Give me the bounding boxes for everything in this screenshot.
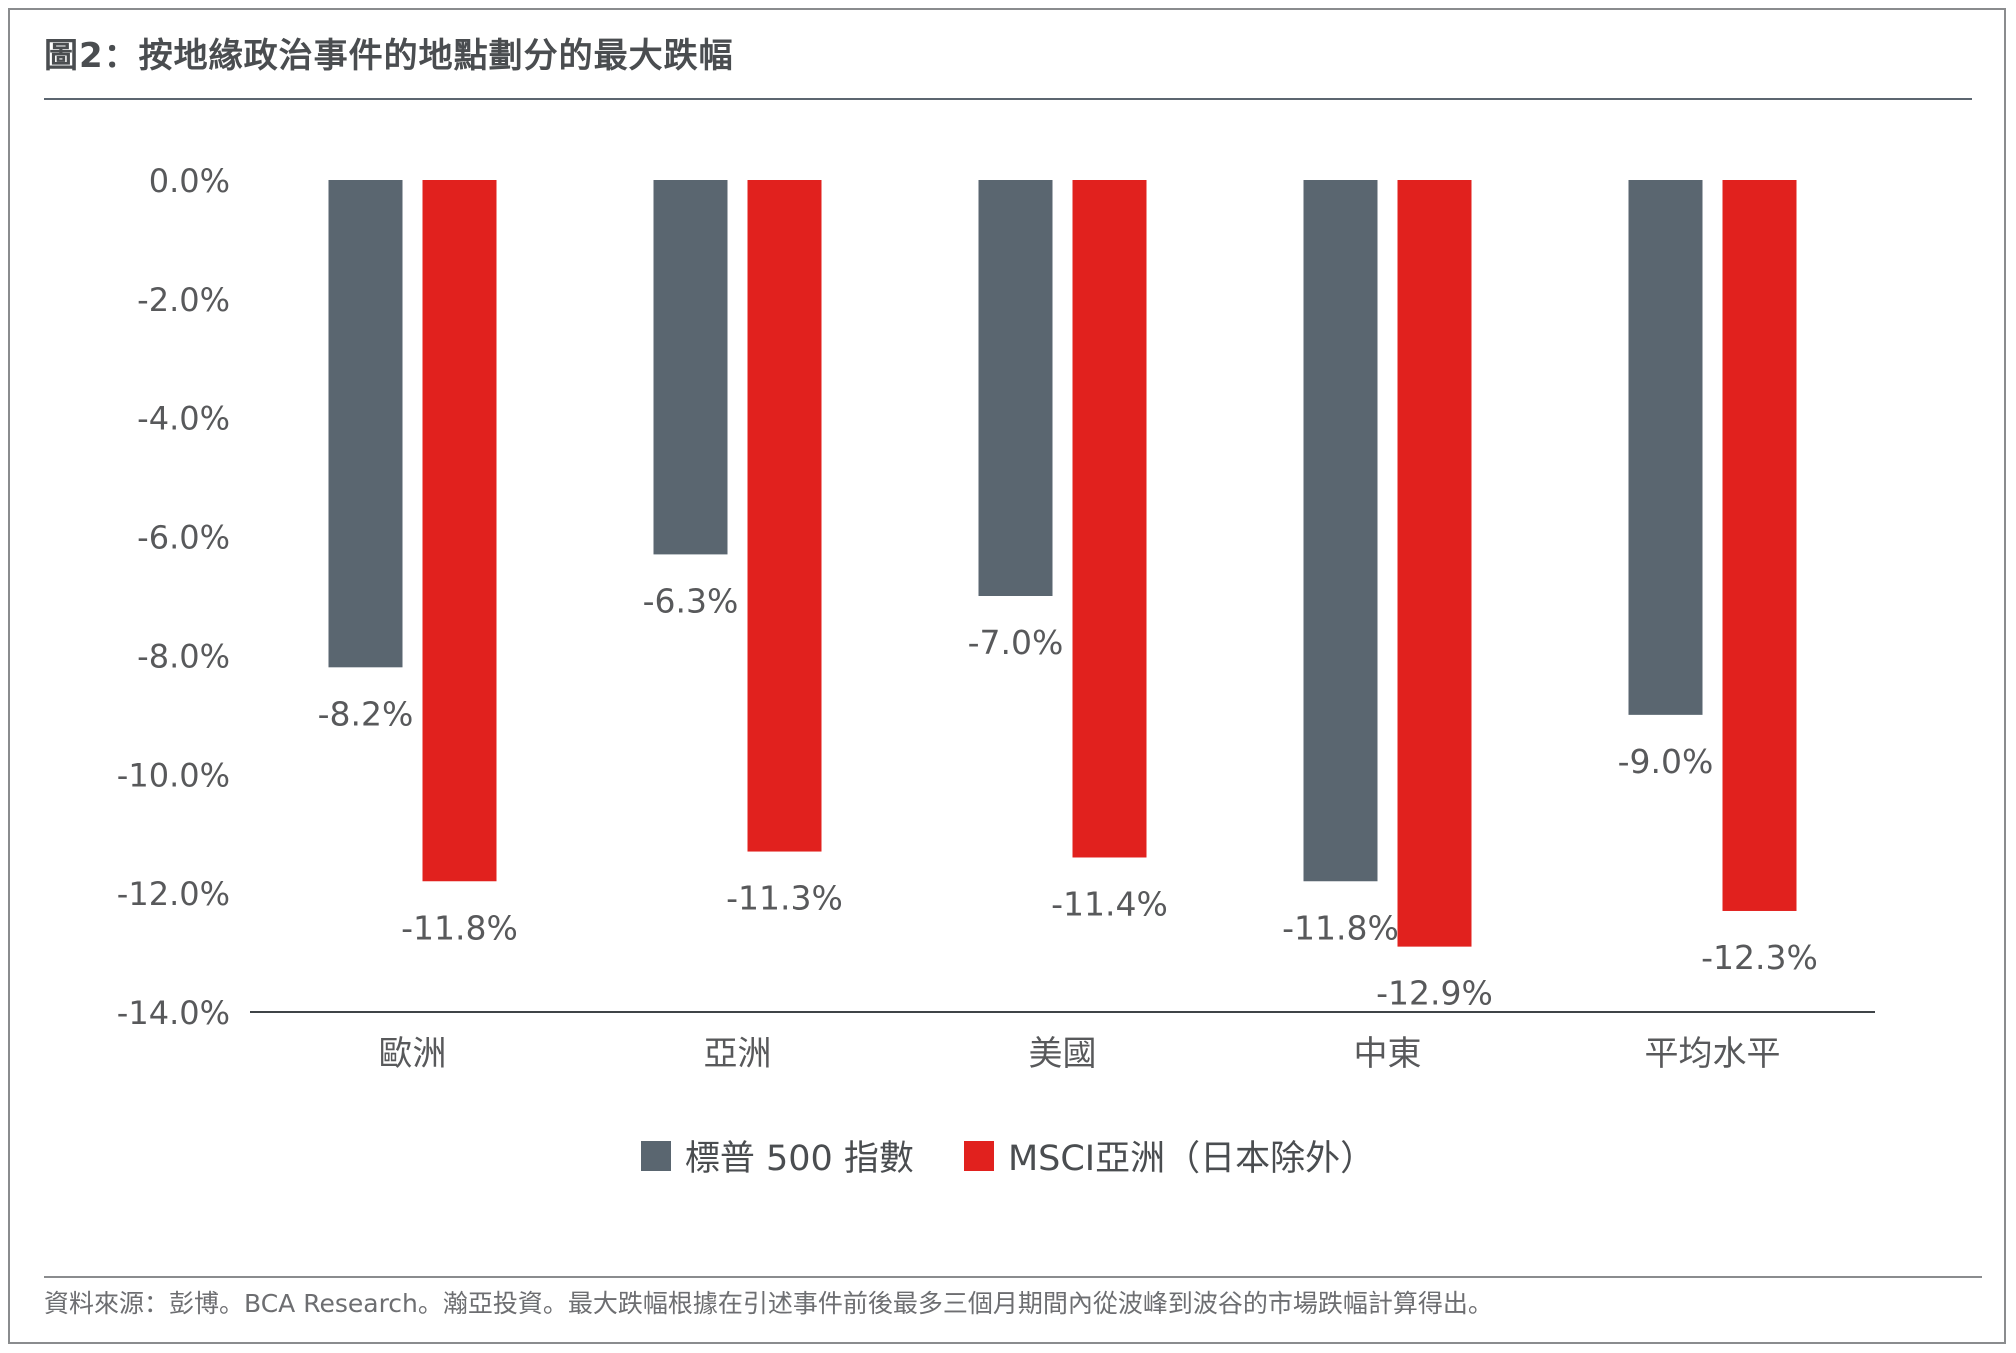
bar-msci [1397,180,1472,947]
bar-sp500 [1628,180,1703,715]
y-tick-label: -12.0% [117,875,230,913]
x-category-label: 平均水平 [1645,1034,1781,1074]
legend-swatch-sp500 [640,1140,671,1171]
y-tick-label: -14.0% [117,994,230,1032]
title-divider [44,98,1972,100]
data-label: -6.3% [643,581,739,620]
source-note: 資料來源：彭博。BCA Research。瀚亞投資。最大跌幅根據在引述事件前後最… [44,1289,1493,1318]
data-label: -11.4% [1051,884,1168,923]
legend-item-sp500: 標普 500 指數 [640,1130,914,1181]
chart-title: 圖2：按地緣政治事件的地點劃分的最大跌幅 [44,36,734,76]
y-tick-label: -4.0% [137,400,230,438]
data-label: -12.9% [1376,974,1493,1013]
data-label: -11.8% [401,908,518,947]
legend-label-msci: MSCI亞洲（日本除外） [1007,1139,1376,1179]
y-tick-label: -8.0% [137,637,230,675]
data-label: -11.8% [1282,908,1399,947]
data-label: -9.0% [1618,742,1714,781]
y-tick-label: -2.0% [137,281,230,319]
x-category-label: 中東 [1354,1034,1422,1074]
bar-sp500 [978,180,1053,596]
data-label: -11.3% [726,879,843,918]
legend: 標普 500 指數 MSCI亞洲（日本除外） [0,1130,2016,1181]
legend-item-msci: MSCI亞洲（日本除外） [963,1130,1376,1181]
y-tick-label: 0.0% [149,162,230,200]
data-label: -7.0% [968,623,1064,662]
legend-label-sp500: 標普 500 指數 [684,1139,914,1179]
legend-swatch-msci [963,1140,994,1171]
bar-sp500 [1303,180,1378,882]
x-category-label: 亞洲 [704,1034,772,1074]
bar-msci [422,180,497,882]
bar-sp500 [328,180,403,668]
footer-divider [44,1276,1982,1278]
bar-msci [1722,180,1797,911]
x-category-label: 歐洲 [379,1034,447,1074]
y-tick-label: -10.0% [117,756,230,794]
bar-msci [1072,180,1147,858]
bar-msci [747,180,822,852]
bar-sp500 [653,180,728,555]
data-label: -8.2% [318,694,414,733]
data-label: -12.3% [1701,938,1818,977]
x-category-label: 美國 [1029,1034,1097,1074]
y-tick-label: -6.0% [137,519,230,557]
